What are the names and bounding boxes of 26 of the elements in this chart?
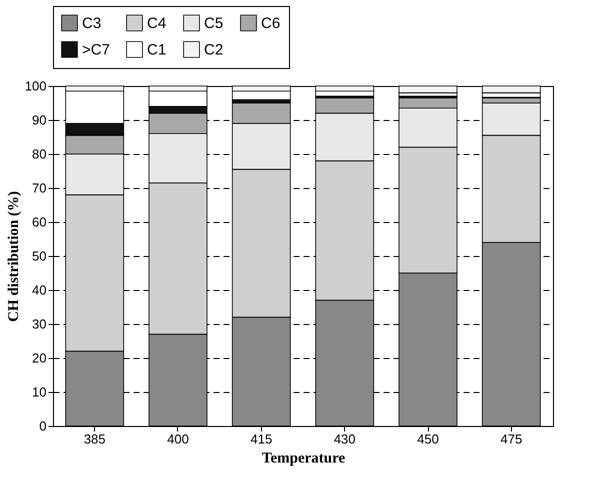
y-tick-label: 60 xyxy=(32,214,46,230)
x-tick-label: 430 xyxy=(334,432,356,446)
legend-label: C2 xyxy=(204,42,224,58)
y-tick-label: 90 xyxy=(32,112,46,128)
legend-label: C3 xyxy=(82,14,102,32)
legend-label: C4 xyxy=(147,14,166,32)
legend-label: C5 xyxy=(204,14,224,32)
x-tick-label: 475 xyxy=(500,432,522,446)
y-tick-label: 80 xyxy=(32,146,46,162)
y-tick-label: 100 xyxy=(24,78,46,94)
x-tick-label: 450 xyxy=(417,432,439,446)
y-tick-label: 70 xyxy=(32,180,46,196)
legend-label: >C7 xyxy=(82,42,110,58)
y-tick-label: 0 xyxy=(39,418,46,434)
x-axis-title: Temperature xyxy=(262,450,346,466)
legend-label: C1 xyxy=(147,42,166,58)
y-tick-label: 20 xyxy=(32,350,46,366)
y-axis-title: CH distribution (%) xyxy=(6,191,22,322)
x-tick-label: 415 xyxy=(250,432,272,446)
y-tick-label: 10 xyxy=(32,384,46,400)
x-tick-label: 400 xyxy=(167,432,189,446)
y-tick-label: 40 xyxy=(32,282,46,298)
y-tick-label: 30 xyxy=(32,316,46,332)
y-tick-label: 50 xyxy=(32,248,46,264)
x-tick-label: 385 xyxy=(84,432,106,446)
legend-label: C6 xyxy=(261,14,280,32)
